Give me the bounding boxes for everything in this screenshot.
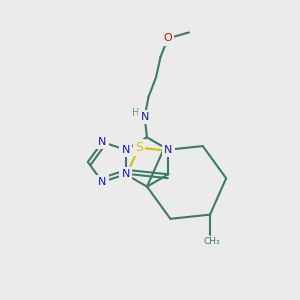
Text: H: H bbox=[132, 108, 139, 118]
Text: N: N bbox=[140, 112, 149, 122]
Text: S: S bbox=[135, 141, 143, 154]
Text: N: N bbox=[98, 137, 106, 147]
Text: CH₃: CH₃ bbox=[203, 237, 220, 246]
Text: N: N bbox=[122, 169, 130, 179]
Text: N: N bbox=[122, 145, 130, 155]
Text: N: N bbox=[164, 145, 172, 155]
Text: N: N bbox=[98, 177, 106, 187]
Text: O: O bbox=[164, 33, 172, 43]
